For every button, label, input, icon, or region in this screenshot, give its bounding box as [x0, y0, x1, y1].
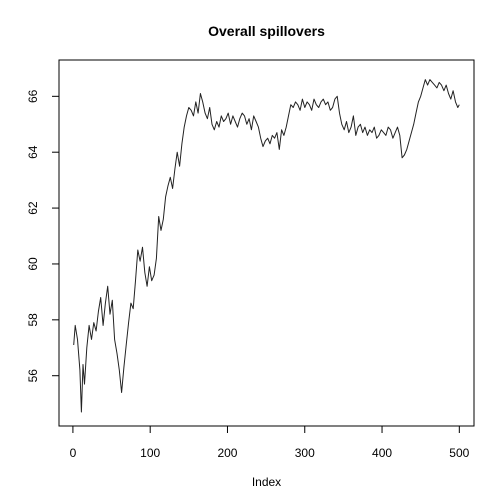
series-line — [73, 79, 460, 413]
x-axis-label: Index — [252, 475, 281, 489]
plot-frame — [58, 59, 475, 427]
y-tick-label: 58 — [26, 313, 40, 327]
y-tick-label: 56 — [26, 369, 40, 383]
y-tick-label: 66 — [26, 89, 40, 103]
y-tick-label: 62 — [26, 201, 40, 215]
y-tick-label: 60 — [26, 257, 40, 271]
x-tick-label: 500 — [449, 446, 469, 460]
x-tick-label: 300 — [295, 446, 315, 460]
y-axis: 56 58 60 62 64 66 — [26, 89, 59, 382]
x-tick-label: 0 — [70, 446, 77, 460]
x-tick-label: 400 — [372, 446, 392, 460]
x-tick-label: 100 — [140, 446, 160, 460]
x-tick-label: 200 — [217, 446, 237, 460]
y-tick-label: 64 — [26, 145, 40, 159]
chart-title: Overall spillovers — [208, 23, 325, 39]
x-axis: 0 100 200 300 400 500 — [70, 426, 470, 460]
